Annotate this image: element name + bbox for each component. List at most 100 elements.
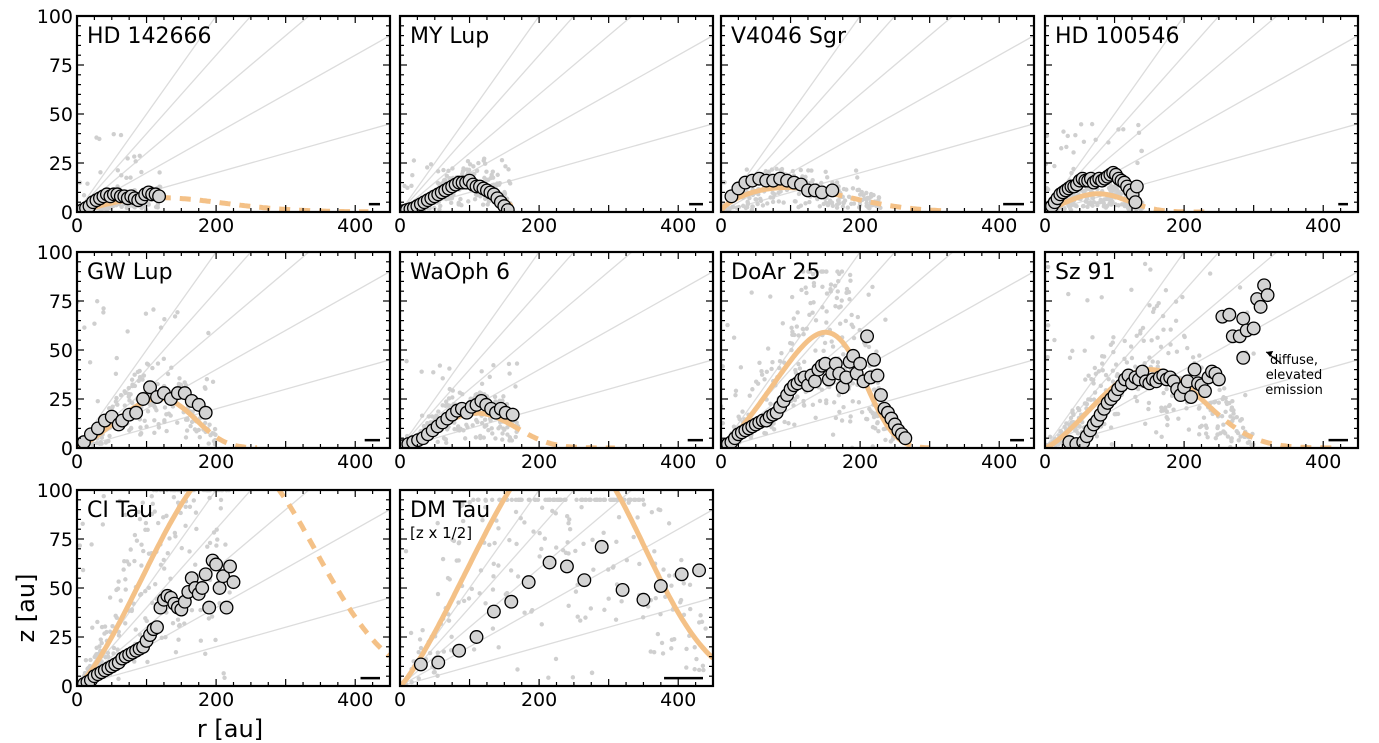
- background-point: [855, 314, 861, 320]
- background-point: [777, 365, 782, 371]
- x-tick-label: 0: [1039, 215, 1051, 237]
- background-point: [1099, 354, 1105, 359]
- background-point: [1229, 407, 1234, 413]
- background-point: [448, 200, 454, 206]
- y-tick-label: 50: [49, 104, 73, 126]
- background-point: [1217, 387, 1222, 393]
- background-point: [123, 587, 128, 592]
- background-point: [179, 545, 184, 551]
- background-point: [136, 509, 142, 515]
- background-point: [118, 598, 123, 603]
- data-point: [1246, 321, 1261, 336]
- background-point: [1165, 422, 1170, 428]
- background-point: [132, 372, 137, 377]
- background-point: [768, 401, 773, 407]
- background-point: [522, 610, 527, 615]
- data-point: [150, 620, 164, 635]
- background-point: [461, 166, 466, 171]
- background-point: [139, 542, 144, 547]
- data-point: [1236, 311, 1251, 326]
- background-point: [104, 207, 110, 212]
- background-point: [1234, 414, 1239, 420]
- background-point: [88, 657, 93, 663]
- background-point: [819, 387, 825, 392]
- background-point: [506, 179, 512, 184]
- background-point: [651, 650, 657, 655]
- background-point: [660, 651, 666, 656]
- background-point: [499, 158, 505, 163]
- background-point: [128, 392, 133, 397]
- background-point: [506, 167, 511, 172]
- background-point: [762, 377, 767, 382]
- background-point: [490, 626, 496, 631]
- background-point: [851, 335, 857, 341]
- background-point: [221, 671, 226, 676]
- background-point: [848, 414, 853, 419]
- background-point: [1077, 407, 1082, 413]
- background-point: [764, 369, 770, 374]
- background-point: [1142, 261, 1148, 267]
- background-point: [464, 422, 469, 428]
- background-point: [172, 314, 178, 319]
- background-point: [608, 497, 613, 502]
- background-point: [1161, 390, 1166, 396]
- data-point: [1236, 350, 1251, 365]
- y-tick-label: 0: [61, 438, 73, 460]
- background-point: [616, 515, 622, 520]
- background-point: [641, 502, 647, 507]
- background-point: [438, 203, 443, 209]
- background-point: [161, 557, 166, 563]
- fit-extrapolation: [1133, 201, 1205, 212]
- fit-line: [77, 490, 194, 686]
- background-point: [514, 361, 520, 366]
- x-tick-label: 200: [198, 451, 234, 473]
- x-tick-label: 200: [842, 215, 878, 237]
- background-point: [1090, 195, 1096, 201]
- background-point: [806, 168, 811, 173]
- background-point: [218, 497, 224, 503]
- background-point: [183, 504, 188, 510]
- data-point: [413, 657, 428, 672]
- background-point: [402, 183, 407, 189]
- background-point: [434, 413, 439, 418]
- background-point: [1111, 335, 1116, 340]
- background-point: [491, 574, 496, 579]
- background-point: [1141, 338, 1146, 343]
- background-point: [475, 419, 480, 425]
- background-point: [823, 169, 828, 174]
- plot-area: [77, 490, 390, 686]
- fit-extrapolation: [1209, 406, 1337, 448]
- background-point: [99, 640, 104, 646]
- reference-line: [77, 252, 310, 448]
- background-point: [684, 646, 689, 652]
- background-point: [1085, 298, 1090, 303]
- background-point: [836, 393, 842, 398]
- panel-title: V4046 Sgr: [731, 24, 847, 49]
- background-point: [744, 167, 749, 172]
- background-point: [770, 199, 776, 205]
- background-point: [1110, 368, 1116, 373]
- background-point: [790, 168, 796, 174]
- background-point: [566, 603, 571, 609]
- background-point: [443, 437, 449, 442]
- background-point: [170, 620, 176, 626]
- background-point: [451, 538, 457, 544]
- background-point: [649, 509, 655, 515]
- background-point: [1068, 415, 1074, 421]
- background-point: [508, 568, 514, 573]
- background-point: [1134, 398, 1140, 404]
- background-point: [830, 432, 836, 437]
- background-point: [824, 309, 829, 314]
- background-point: [447, 577, 452, 582]
- background-point: [1229, 436, 1234, 441]
- background-point: [198, 638, 204, 643]
- background-point: [410, 173, 415, 178]
- background-point: [514, 541, 519, 547]
- background-point: [727, 207, 732, 212]
- background-point: [822, 340, 828, 346]
- background-point: [1180, 294, 1185, 300]
- background-point: [1199, 423, 1204, 429]
- background-point: [129, 608, 134, 614]
- background-point: [1135, 160, 1140, 166]
- data-point: [129, 405, 144, 420]
